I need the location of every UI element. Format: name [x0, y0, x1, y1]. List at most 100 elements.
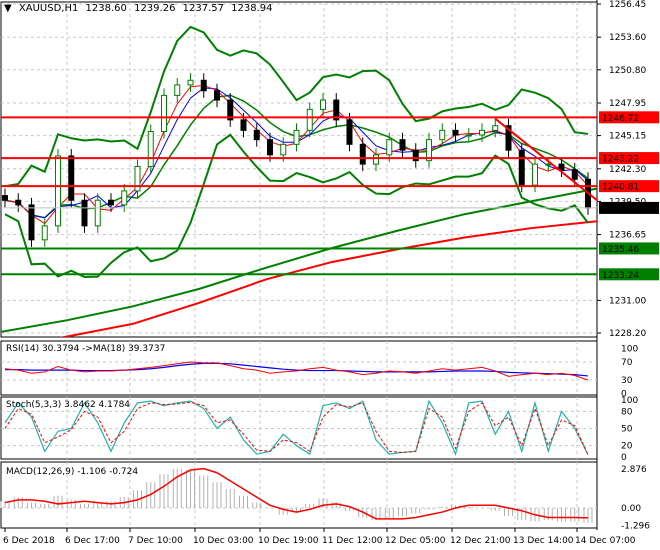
candle-body — [386, 139, 393, 156]
stoch-tick-label: 100 — [621, 396, 638, 406]
rsi-title: RSI(14) 30.3794 ->MA(18) 39.3737 — [6, 344, 165, 354]
x-tick-label: 6 Dec 2018 — [3, 536, 55, 546]
candle-body — [121, 190, 128, 206]
macd-tick-label: -1.296 — [621, 522, 650, 532]
candle-body — [174, 84, 181, 96]
x-tick-label: 6 Dec 17:00 — [65, 536, 120, 546]
candle-body — [452, 129, 459, 136]
macd-signal-line — [4, 467, 589, 520]
candle-body — [108, 199, 114, 206]
candle-body — [359, 143, 366, 165]
rsi-tick-label: 70 — [621, 358, 633, 368]
candle-body — [293, 129, 300, 145]
y-tick-label: 1253.60 — [609, 33, 646, 43]
stoch-tick-label: 20 — [621, 442, 633, 452]
low-value: 1237.57 — [182, 3, 224, 14]
bollinger-upper-line — [4, 25, 589, 188]
rsi-line — [4, 361, 589, 381]
candle-body — [280, 143, 287, 156]
y-tick-label: 1236.65 — [609, 231, 646, 241]
trendline — [494, 117, 597, 202]
candle-body — [412, 149, 419, 162]
symbol-label: XAUUSD,H1 — [18, 3, 79, 14]
x-tick-label: 14 Dec 07:00 — [575, 536, 636, 546]
y-tick-label: 1250.80 — [609, 66, 646, 76]
candle-body — [187, 79, 194, 86]
stoch-main-line — [4, 399, 589, 457]
rsi-tick-label: 0 — [621, 390, 627, 400]
y-tick-label: 1247.95 — [609, 99, 646, 109]
x-tick-label: 10 Dec 03:00 — [193, 536, 254, 546]
level-label-bg — [599, 180, 659, 193]
candle-body — [346, 119, 353, 145]
bollinger-middle-line — [4, 94, 589, 219]
candle-body — [426, 139, 432, 162]
close-value: 1238.94 — [231, 3, 273, 14]
candle-body — [253, 129, 260, 141]
level-label-bg — [599, 111, 659, 124]
candle-body — [320, 99, 326, 110]
candle-body — [492, 125, 499, 131]
y-tick-label: 1228.20 — [609, 329, 646, 339]
x-tick-label: 12 Dec 21:00 — [450, 536, 511, 546]
level-label-bg — [599, 152, 659, 165]
candle-body — [134, 165, 141, 192]
current-price-bg — [599, 201, 659, 214]
x-tick-label: 7 Dec 10:00 — [128, 536, 183, 546]
candle-body — [147, 131, 154, 167]
level-label: 1246.72 — [602, 114, 639, 124]
candle-body — [227, 99, 234, 121]
high-value: 1239.26 — [134, 3, 176, 14]
candle-body — [267, 139, 273, 156]
level-label-bg — [599, 242, 659, 255]
ma-fast-red-line — [4, 84, 589, 225]
ma-red-line — [59, 220, 597, 337]
candle-body — [532, 163, 538, 186]
x-tick-label: 13 Dec 14:00 — [513, 536, 574, 546]
candle-body — [373, 154, 379, 165]
stoch-tick-label: 0 — [621, 453, 627, 463]
rsi-ma-line — [5, 362, 589, 377]
bollinger-lower-line — [4, 133, 589, 279]
candle-body — [81, 199, 88, 227]
level-label: 1240.81 — [602, 183, 639, 193]
y-tick-label: 1256.45 — [609, 0, 646, 10]
level-label: 1235.46 — [602, 245, 639, 255]
candle-body — [558, 163, 565, 171]
x-tick-label: 12 Dec 05:00 — [385, 536, 446, 546]
candle-body — [161, 94, 167, 133]
candle-body — [15, 199, 22, 206]
macd-tick-label: 2.876 — [621, 465, 647, 475]
candle-body — [571, 169, 578, 180]
x-tick-label: 10 Dec 19:00 — [258, 536, 319, 546]
macd-title: MACD(12,26,9) -1.106 -0.724 — [6, 467, 138, 477]
candle-body — [41, 225, 48, 241]
x-tick-label: 11 Dec 12:00 — [322, 536, 383, 546]
candle-body — [545, 163, 552, 166]
candle-body — [479, 129, 485, 136]
main-plot — [1, 25, 597, 337]
rsi-tick-label: 100 — [621, 345, 638, 355]
current-price-label: 1238.94 — [602, 204, 639, 214]
dropdown-triangle-icon[interactable]: ▼ — [4, 3, 12, 14]
y-tick-label: 1245.15 — [609, 132, 646, 142]
candle-body — [518, 149, 525, 186]
candle-body — [2, 195, 8, 201]
level-label-bg — [599, 268, 659, 281]
macd-tick-label: 0.00 — [621, 504, 641, 514]
candle-body — [306, 108, 313, 131]
candle-body — [55, 155, 61, 227]
candle-body — [214, 90, 220, 101]
stoch-tick-label: 80 — [621, 407, 633, 417]
candle-body — [399, 139, 406, 151]
pane-frame-0 — [0, 1, 598, 338]
candle-body — [200, 79, 207, 92]
stoch-title: Stoch(5,3,3) 3.8462 4.1784 — [6, 400, 130, 410]
y-tick-label: 1231.00 — [609, 296, 646, 306]
level-label: 1233.24 — [602, 271, 639, 281]
open-value: 1238.60 — [85, 3, 127, 14]
candle-body — [439, 129, 446, 141]
candle-body — [505, 125, 512, 151]
